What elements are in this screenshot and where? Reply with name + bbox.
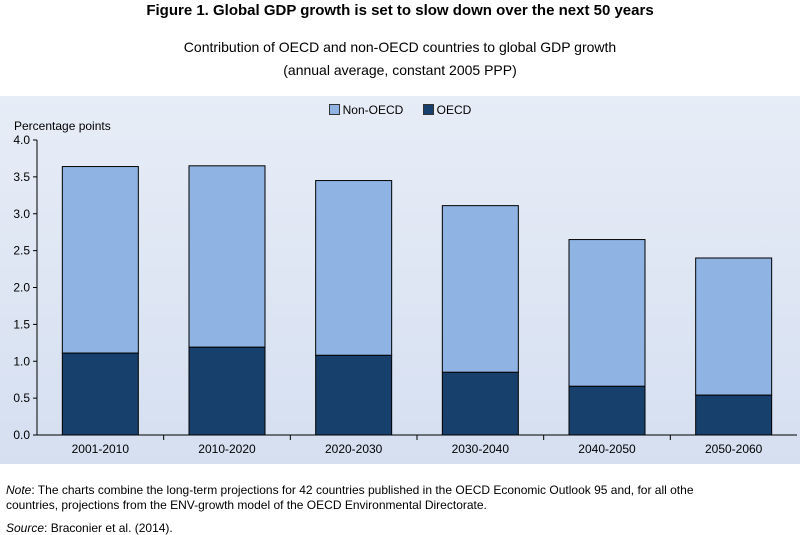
figure-title: Figure 1. Global GDP growth is set to sl… <box>146 2 654 19</box>
source-label: Source <box>6 521 45 535</box>
legend-item-non-oecd: Non-OECD <box>328 103 404 117</box>
chart-subtitle-line1: Contribution of OECD and non-OECD countr… <box>183 39 617 55</box>
x-tick-label: 2030-2040 <box>452 442 510 456</box>
note-label: Note <box>6 483 32 497</box>
y-axis-label: Percentage points <box>14 119 111 133</box>
y-tick-label: 0.0 <box>13 428 30 442</box>
bar-oecd <box>315 354 393 436</box>
x-tick-label: 2001-2010 <box>72 442 130 456</box>
y-tick-label: 4.0 <box>13 133 30 147</box>
x-tick-label: 2050-2060 <box>705 442 763 456</box>
legend-item-oecd: OECD <box>422 103 472 117</box>
x-tick-label: 2010-2020 <box>198 442 256 456</box>
bar-non-oecd <box>441 205 519 373</box>
legend-swatch-non-oecd <box>328 104 340 115</box>
bar-non-oecd <box>568 239 646 387</box>
y-tick-label: 3.5 <box>13 170 30 184</box>
bar-oecd <box>61 352 139 436</box>
note: Note: The charts combine the long-term p… <box>6 483 800 513</box>
bar-non-oecd <box>188 165 266 348</box>
legend-swatch-oecd <box>422 104 434 115</box>
y-tick-label: 1.0 <box>13 354 30 368</box>
source-text: : Braconier et al. (2014). <box>44 521 173 535</box>
note-line2: countries, projections from the ENV-grow… <box>6 498 487 512</box>
stacked-bar-chart: Percentage points 0.0 0.5 1.0 1.5 2.0 2.5 3.0 3… <box>13 119 797 456</box>
bar-oecd <box>188 346 266 436</box>
y-tick-label: 2.0 <box>13 281 30 295</box>
x-tick-label: 2040-2050 <box>578 442 636 456</box>
legend-label-non-oecd: Non-OECD <box>342 103 404 117</box>
source: Source: Braconier et al. (2014). <box>6 521 173 535</box>
note-line1: : The charts combine the long-term proje… <box>31 483 694 497</box>
y-tick-label: 3.0 <box>13 207 30 221</box>
bar-non-oecd <box>61 166 139 354</box>
y-tick-label: 0.5 <box>13 391 30 405</box>
chart-legend: Non-OECD OECD <box>0 103 800 117</box>
x-tick-label: 2020-2030 <box>325 442 383 456</box>
legend-label-oecd: OECD <box>436 103 472 117</box>
bar-oecd <box>568 385 646 436</box>
bar-non-oecd <box>315 180 393 356</box>
bar-oecd <box>695 394 773 436</box>
y-tick-label: 2.5 <box>13 244 30 258</box>
bar-non-oecd <box>695 257 773 396</box>
bar-oecd <box>441 371 519 436</box>
y-tick-label: 1.5 <box>13 317 30 331</box>
chart-subtitle-line2: (annual average, constant 2005 PPP) <box>283 62 517 78</box>
